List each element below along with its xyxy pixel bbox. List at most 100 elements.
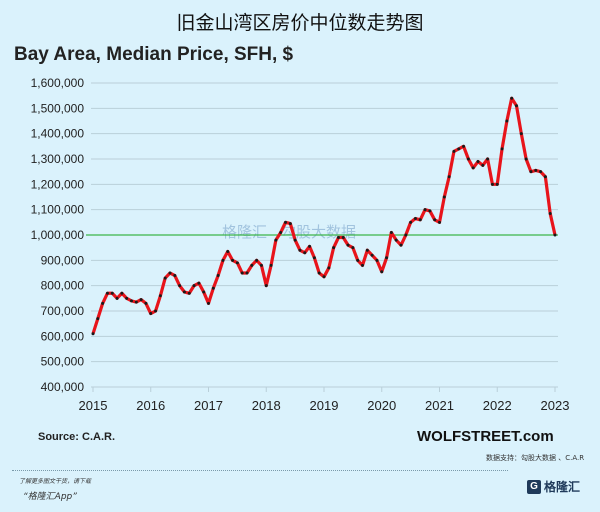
data-point xyxy=(452,149,456,153)
x-tick-label: 2015 xyxy=(79,398,108,413)
data-point xyxy=(346,243,350,247)
data-point xyxy=(96,317,100,321)
watermark-left: 格隆汇 xyxy=(222,223,268,241)
data-point xyxy=(548,211,552,215)
data-point xyxy=(418,218,422,222)
data-point xyxy=(361,263,364,267)
data-point xyxy=(231,258,235,262)
data-point xyxy=(490,182,494,186)
data-point xyxy=(471,166,475,170)
y-tick-label: 700,000 xyxy=(41,304,85,318)
learn-more-text: 了解更多图文干货，请下载 xyxy=(19,478,92,485)
x-tick-label: 2018 xyxy=(252,398,281,413)
data-point xyxy=(303,251,307,255)
data-point xyxy=(144,301,148,305)
data-point xyxy=(341,236,345,240)
data-point xyxy=(245,271,249,275)
data-point xyxy=(500,147,504,151)
data-point xyxy=(182,290,186,294)
data-point xyxy=(336,236,340,240)
data-point xyxy=(163,276,167,280)
data-point xyxy=(332,246,336,250)
data-point xyxy=(120,291,124,295)
data-point xyxy=(168,271,172,275)
data-point xyxy=(486,157,490,161)
x-tick-label: 2016 xyxy=(136,398,165,413)
data-point xyxy=(115,296,119,300)
data-point xyxy=(529,170,533,174)
data-point xyxy=(413,217,417,221)
data-point xyxy=(308,244,312,248)
data-point xyxy=(279,230,283,234)
y-tick-label: 400,000 xyxy=(41,380,85,394)
data-point xyxy=(428,209,432,213)
data-support: 数据支持：勾股大数据 、C.A.R xyxy=(486,454,585,462)
data-point xyxy=(433,218,437,222)
data-point xyxy=(255,258,259,262)
data-point xyxy=(519,132,523,136)
data-point xyxy=(370,253,374,257)
data-point xyxy=(399,243,403,247)
data-point xyxy=(187,291,191,295)
data-point xyxy=(130,299,133,303)
data-point xyxy=(553,233,557,237)
source-note: Source: C.A.R. xyxy=(38,431,116,443)
data-point xyxy=(207,301,210,305)
data-point xyxy=(211,286,215,290)
data-point xyxy=(466,157,470,161)
data-point xyxy=(515,104,518,108)
data-point xyxy=(394,238,398,242)
data-point xyxy=(154,309,158,313)
divider xyxy=(12,470,508,471)
data-point xyxy=(457,147,461,151)
y-tick-label: 1,500,000 xyxy=(31,101,85,115)
data-point xyxy=(476,160,480,164)
brand-logo: G 格隆汇 xyxy=(527,478,580,495)
data-point xyxy=(226,249,230,253)
data-point xyxy=(110,291,114,295)
data-point xyxy=(409,220,413,224)
x-tick-label: 2020 xyxy=(367,398,396,413)
data-point xyxy=(202,290,206,294)
data-point xyxy=(134,300,138,304)
x-tick-label: 2017 xyxy=(194,398,223,413)
data-point xyxy=(510,96,514,100)
y-tick-label: 500,000 xyxy=(41,355,85,369)
data-point xyxy=(173,274,177,278)
data-point xyxy=(101,301,105,305)
data-point xyxy=(481,163,485,167)
app-name: “格隆汇App” xyxy=(23,492,77,502)
data-point xyxy=(375,258,379,262)
x-tick-label: 2019 xyxy=(310,398,339,413)
data-point xyxy=(534,168,538,172)
data-point xyxy=(543,175,547,179)
data-point xyxy=(235,261,239,265)
x-tick-label: 2021 xyxy=(425,398,454,413)
data-point xyxy=(288,222,292,226)
data-point xyxy=(178,284,182,288)
logo-icon: G xyxy=(527,479,541,494)
data-point xyxy=(438,220,441,224)
data-point xyxy=(105,291,109,295)
data-point xyxy=(380,270,384,274)
data-point xyxy=(139,298,143,302)
data-point xyxy=(442,195,446,199)
data-point xyxy=(250,263,254,267)
data-point xyxy=(298,248,302,252)
chart-title: Bay Area, Median Price, SFH, $ xyxy=(14,44,294,65)
site-credit: WOLFSTREET.com xyxy=(417,428,554,445)
x-tick-label: 2023 xyxy=(541,398,570,413)
data-point xyxy=(259,263,263,267)
data-point xyxy=(423,208,427,212)
y-tick-label: 1,100,000 xyxy=(31,203,85,217)
x-tick-label: 2022 xyxy=(483,398,512,413)
data-point xyxy=(91,332,95,336)
data-point xyxy=(389,230,393,234)
y-tick-label: 600,000 xyxy=(41,329,85,343)
data-point xyxy=(322,275,326,279)
data-point xyxy=(539,170,543,174)
data-point xyxy=(158,294,162,298)
data-point xyxy=(293,238,297,242)
data-point xyxy=(351,246,355,250)
data-point xyxy=(404,233,408,237)
